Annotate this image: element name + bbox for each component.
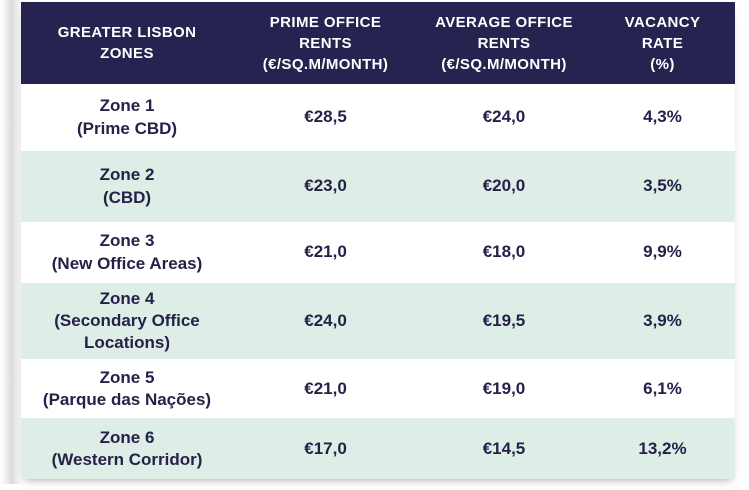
average-rent-cell: €20,0 bbox=[482, 176, 526, 196]
table-header-row: GREATER LISBON ZONES PRIME OFFICE RENTS … bbox=[21, 2, 735, 84]
zone-subtitle: (Secondary Office Locations) bbox=[54, 311, 200, 353]
table-row: Zone 3 (New Office Areas) €21,0 €18,0 9,… bbox=[21, 222, 735, 283]
zone-subtitle: (Parque das Nações) bbox=[42, 389, 212, 409]
lisbon-zones-table: GREATER LISBON ZONES PRIME OFFICE RENTS … bbox=[21, 2, 735, 480]
header-line: RENTS bbox=[299, 34, 352, 52]
header-cell-average-rents: AVERAGE OFFICE RENTS (€/SQ.M/MONTH) bbox=[418, 2, 590, 84]
zone-cell: Zone 3 (New Office Areas) bbox=[21, 222, 233, 283]
vacancy-cell: 3,9% bbox=[643, 311, 682, 331]
zone-subtitle: (CBD) bbox=[102, 187, 152, 207]
table-row: Zone 6 (Western Corridor) €17,0 €14,5 13… bbox=[21, 418, 735, 480]
prime-rent-cell: €28,5 bbox=[304, 107, 347, 127]
header-line: ZONES bbox=[100, 45, 154, 62]
header-line: GREATER LISBON bbox=[57, 24, 197, 41]
table-row: Zone 5 (Parque das Nações) €21,0 €19,0 6… bbox=[21, 359, 735, 419]
prime-rent-cell: €21,0 bbox=[304, 378, 347, 398]
header-cell-zones: GREATER LISBON ZONES bbox=[21, 2, 233, 84]
average-rent-cell: €19,0 bbox=[482, 378, 526, 398]
average-rent-cell: €14,5 bbox=[482, 438, 526, 458]
zone-cell: Zone 1 (Prime CBD) bbox=[21, 84, 233, 151]
prime-rent-cell: €21,0 bbox=[304, 242, 347, 262]
vacancy-cell: 13,2% bbox=[638, 438, 687, 458]
vacancy-cell: 6,1% bbox=[643, 378, 682, 398]
zone-name: Zone 2 bbox=[99, 165, 155, 185]
average-rent-cell: €19,5 bbox=[482, 311, 526, 331]
zone-subtitle: (Western Corridor) bbox=[51, 449, 203, 469]
header-line: AVERAGE OFFICE bbox=[435, 13, 573, 31]
zone-cell: Zone 4 (Secondary Office Locations) bbox=[21, 283, 233, 359]
table-row: Zone 2 (CBD) €23,0 €20,0 3,5% bbox=[21, 151, 735, 222]
table-row: Zone 1 (Prime CBD) €28,5 €24,0 4,3% bbox=[21, 84, 735, 151]
header-line: (€/SQ.M/MONTH) bbox=[262, 55, 389, 73]
page-edge-shadow bbox=[0, 0, 21, 484]
prime-rent-cell: €24,0 bbox=[304, 311, 347, 331]
table-row: Zone 4 (Secondary Office Locations) €24,… bbox=[21, 283, 735, 360]
header-line: (€/SQ.M/MONTH) bbox=[441, 55, 567, 73]
header-line: RATE bbox=[641, 34, 684, 52]
zone-subtitle: (Prime CBD) bbox=[76, 118, 178, 138]
vacancy-cell: 9,9% bbox=[643, 242, 682, 262]
header-line: (%) bbox=[650, 55, 675, 73]
zone-subtitle: (New Office Areas) bbox=[51, 253, 203, 273]
zone-name: Zone 5 bbox=[99, 367, 155, 387]
zone-name: Zone 3 bbox=[99, 231, 155, 251]
header-line: RENTS bbox=[477, 34, 531, 52]
average-rent-cell: €18,0 bbox=[482, 242, 526, 262]
zone-name: Zone 6 bbox=[99, 427, 155, 447]
zone-cell: Zone 5 (Parque das Nações) bbox=[21, 359, 233, 418]
prime-rent-cell: €17,0 bbox=[304, 438, 347, 458]
header-line: PRIME OFFICE bbox=[269, 13, 382, 31]
average-rent-cell: €24,0 bbox=[482, 107, 526, 127]
header-cell-prime-rents: PRIME OFFICE RENTS (€/SQ.M/MONTH) bbox=[233, 2, 418, 84]
zone-name: Zone 1 bbox=[99, 96, 155, 116]
zone-cell: Zone 2 (CBD) bbox=[21, 151, 233, 222]
header-cell-vacancy-rate: VACANCY RATE (%) bbox=[590, 2, 735, 84]
zone-cell: Zone 6 (Western Corridor) bbox=[21, 418, 233, 479]
prime-rent-cell: €23,0 bbox=[304, 176, 347, 196]
header-line: VACANCY bbox=[624, 13, 701, 31]
vacancy-cell: 3,5% bbox=[643, 176, 682, 196]
zone-name: Zone 4 bbox=[99, 289, 155, 308]
vacancy-cell: 4,3% bbox=[643, 107, 682, 127]
